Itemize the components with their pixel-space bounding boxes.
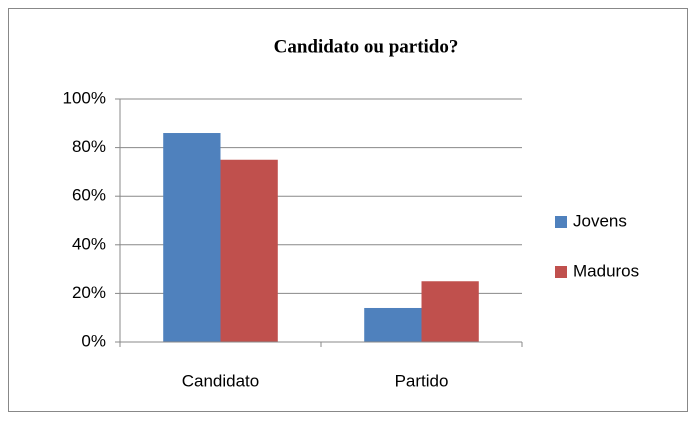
y-tick-label: 80%: [72, 137, 106, 156]
legend-label: Maduros: [573, 261, 639, 280]
y-tick-label: 40%: [72, 234, 106, 253]
y-tick-label: 100%: [63, 88, 106, 107]
x-tick-label: Partido: [395, 371, 449, 390]
bar: [163, 133, 221, 342]
legend-swatch: [555, 216, 567, 228]
bar: [364, 307, 422, 342]
chart-title: Candidato ou partido?: [274, 36, 459, 57]
legend-swatch: [555, 266, 567, 278]
chart-border: [8, 8, 688, 412]
bar: [220, 159, 278, 342]
bar: [421, 281, 479, 342]
y-tick-label: 60%: [72, 186, 106, 205]
x-tick-label: Candidato: [182, 371, 260, 390]
legend-label: Jovens: [573, 211, 627, 230]
y-tick-label: 20%: [72, 283, 106, 302]
y-tick-label: 0%: [81, 331, 106, 350]
